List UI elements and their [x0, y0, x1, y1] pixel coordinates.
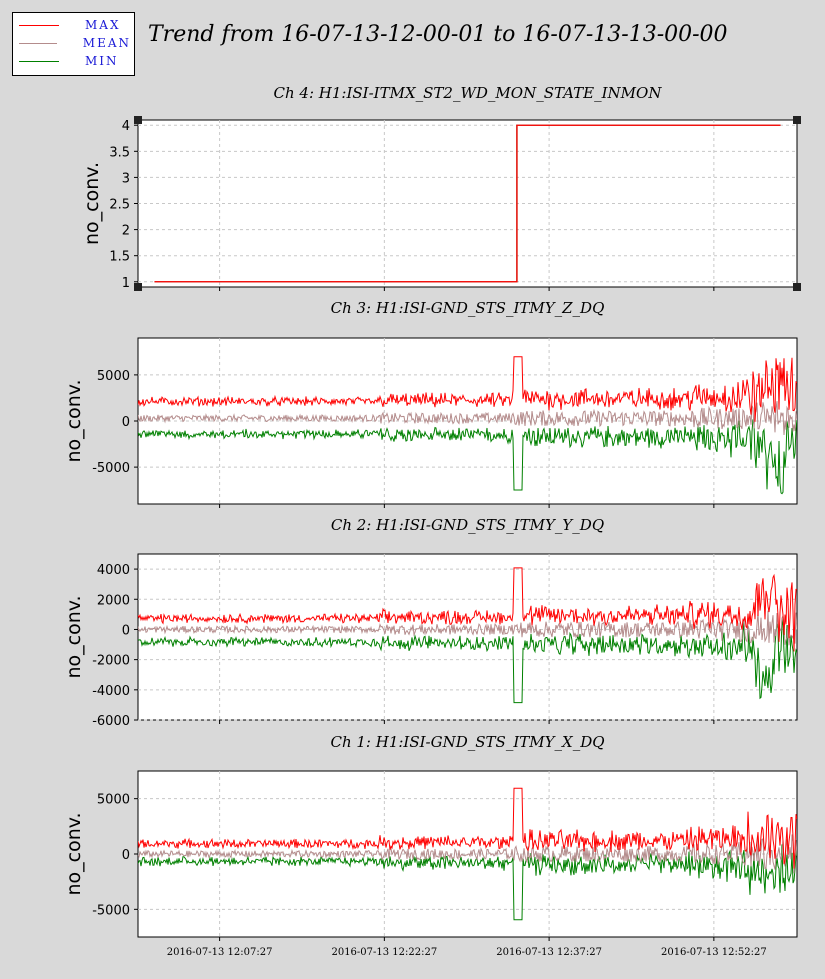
selection-handle[interactable]: [134, 116, 142, 124]
y-axis-label: no_conv.: [63, 379, 85, 462]
legend-label-mean: MEAN: [82, 36, 131, 50]
legend-swatch-max: [19, 24, 59, 26]
y-tick-label: -5000: [92, 461, 130, 476]
series-max: [138, 787, 797, 869]
legend: MAX MEAN MIN: [12, 12, 135, 76]
y-tick-label: 2000: [97, 593, 130, 608]
chart-panel-1: Ch 1: H1:ISI-GND_STS_ITMY_X_DQ -5000 0 5000…: [63, 733, 798, 958]
y-tick-label: -6000: [92, 714, 130, 729]
y-tick-label: 0: [122, 623, 130, 638]
x-tick-label: 2016-07-13 12:52:27: [661, 947, 767, 958]
legend-item-mean: MEAN: [19, 35, 131, 51]
series-mean: [138, 401, 797, 436]
selection-handle[interactable]: [793, 283, 801, 291]
page-title: Trend from 16-07-13-12-00-01 to 16-07-13…: [148, 22, 728, 47]
y-tick-label: 0: [122, 415, 130, 430]
plot-area: [137, 553, 798, 721]
series-min: [138, 619, 797, 704]
legend-item-min: MIN: [19, 53, 131, 69]
y-axis-label: no_conv.: [63, 812, 85, 895]
y-axis-label: no_conv.: [63, 595, 85, 678]
series-min: [138, 844, 797, 921]
y-tick-label: 4: [122, 119, 130, 134]
legend-item-max: MAX: [19, 17, 131, 33]
selection-handle[interactable]: [134, 283, 142, 291]
y-tick-label: -4000: [92, 684, 130, 699]
series-min: [138, 419, 797, 495]
legend-swatch-min: [19, 60, 59, 62]
series-max: [138, 567, 797, 652]
y-tick-label: 2: [122, 224, 130, 239]
x-tick-label: 2016-07-13 12:07:27: [167, 947, 273, 958]
y-tick-label: -2000: [92, 654, 130, 669]
chart-panel-4: Ch 4: H1:ISI-ITMX_ST2_WD_MON_STATE_INMON…: [81, 84, 801, 291]
chart-title: Ch 3: H1:ISI-GND_STS_ITMY_Z_DQ: [331, 299, 605, 317]
series-max: [138, 356, 797, 422]
legend-swatch-mean: [19, 42, 57, 44]
y-tick-label: 1: [122, 276, 130, 291]
y-tick-label: 4000: [97, 563, 130, 578]
chart-panel-3: Ch 3: H1:ISI-GND_STS_ITMY_Z_DQ -5000 0 5000…: [63, 299, 798, 508]
chart-title: Ch 4: H1:ISI-ITMX_ST2_WD_MON_STATE_INMON: [274, 84, 663, 102]
legend-label-max: MAX: [85, 18, 121, 32]
legend-label-min: MIN: [85, 54, 119, 68]
series-max: [154, 124, 781, 283]
series-mean: [138, 610, 797, 646]
y-tick-label: 5000: [97, 793, 130, 808]
y-axis-label: no_conv.: [81, 162, 103, 245]
chart-title: Ch 2: H1:ISI-GND_STS_ITMY_Y_DQ: [331, 516, 604, 534]
y-tick-label: 3.5: [109, 145, 130, 160]
y-tick-label: 2.5: [109, 198, 130, 213]
y-tick-label: 5000: [97, 369, 130, 384]
selection-handle[interactable]: [793, 116, 801, 124]
series-mean: [138, 834, 797, 874]
y-tick-label: 0: [122, 848, 130, 863]
x-tick-label: 2016-07-13 12:37:27: [496, 947, 602, 958]
chart-title: Ch 1: H1:ISI-GND_STS_ITMY_X_DQ: [330, 733, 604, 751]
y-tick-label: 3: [122, 171, 130, 186]
y-tick-label: 1.5: [109, 250, 130, 265]
y-tick-label: -5000: [92, 903, 130, 918]
chart-panel-2: Ch 2: H1:ISI-GND_STS_ITMY_Y_DQ -6000 -4000…: [63, 516, 798, 729]
x-tick-label: 2016-07-13 12:22:27: [331, 947, 437, 958]
